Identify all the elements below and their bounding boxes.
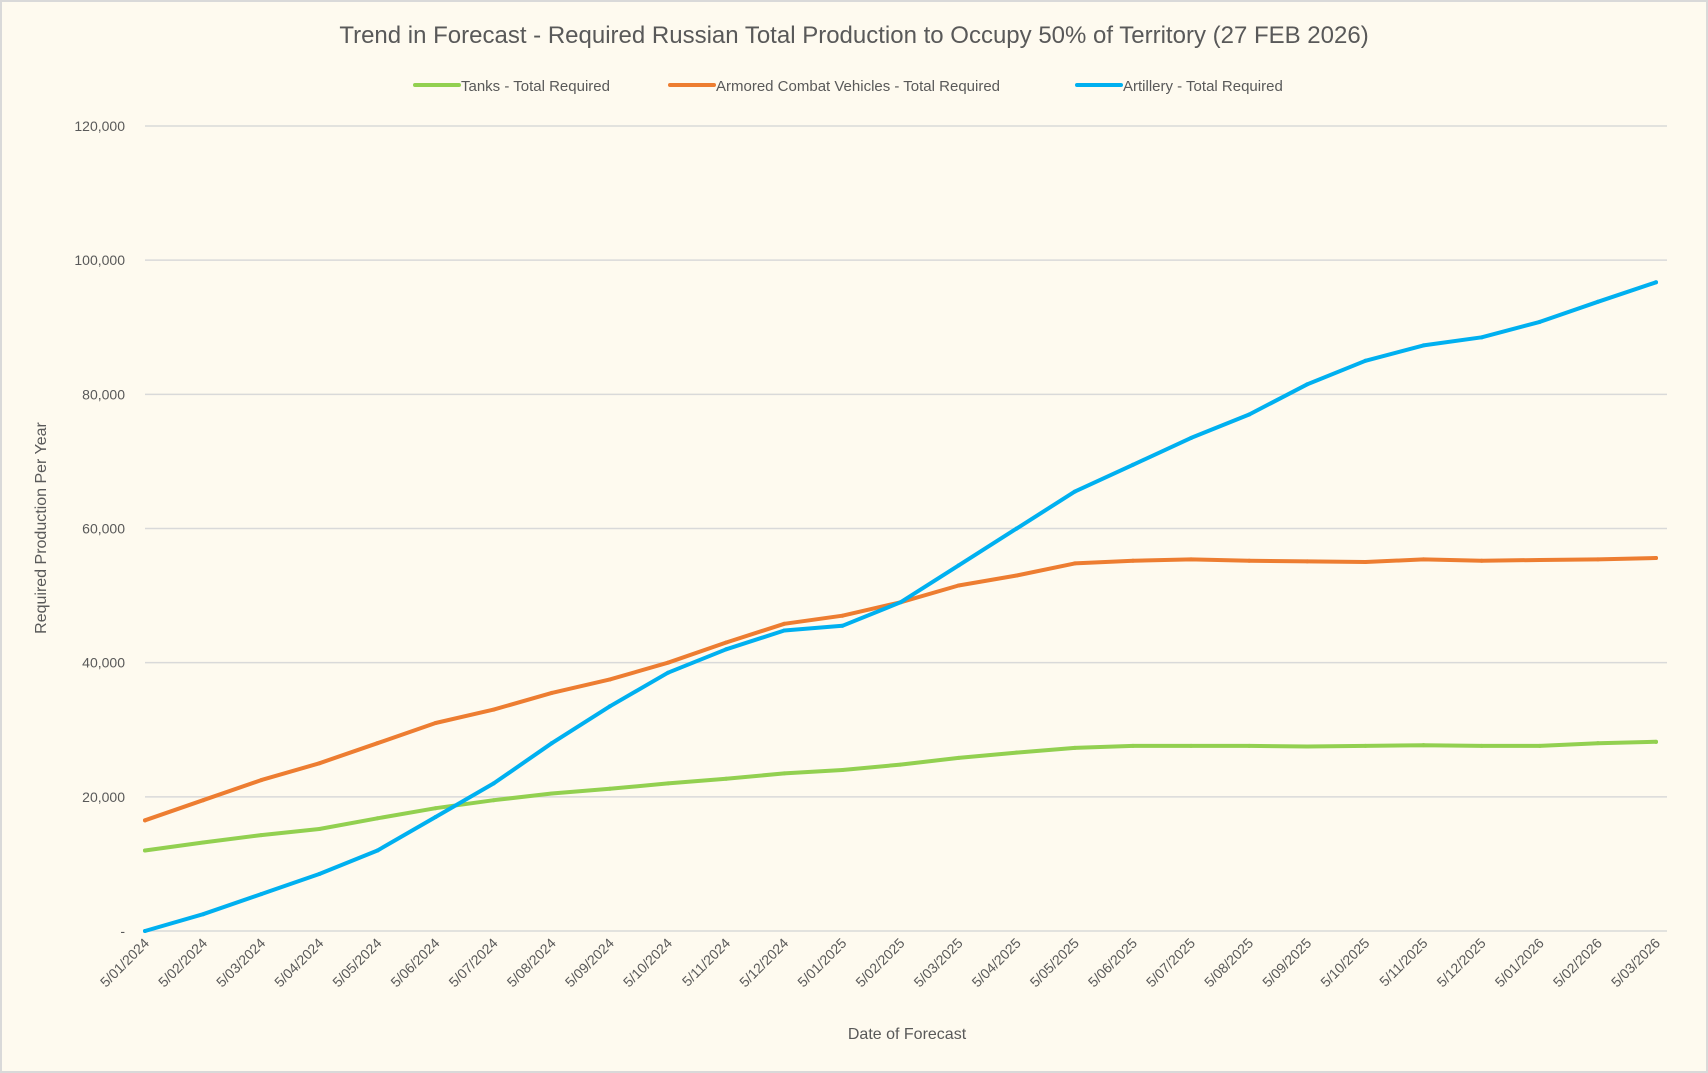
data-point [433,814,438,819]
data-point [1421,743,1426,748]
data-point [549,690,554,695]
data-point [317,827,322,832]
data-point [143,818,147,823]
data-point [1189,557,1194,562]
data-point [143,848,147,853]
series-lines [143,280,1658,933]
data-point [956,563,961,568]
data-point [724,776,729,781]
data-point [433,721,438,726]
gridlines [145,125,1667,932]
data-point [607,786,612,791]
data-point [1305,559,1310,564]
chart-title: Trend in Forecast - Required Russian Tot… [339,22,1368,49]
data-point [1595,299,1600,304]
data-point [375,848,380,853]
data-point [1654,556,1658,561]
data-point [782,628,787,633]
data-point [1247,743,1252,748]
data-point [1014,750,1019,755]
data-point [1130,558,1135,563]
data-point [840,768,845,772]
data-point [375,816,380,821]
data-point [259,833,264,838]
data-point [666,670,671,675]
data-point [782,621,787,626]
data-point [201,840,206,845]
y-tick-label: 60,000 [82,521,125,537]
data-point [491,707,496,712]
x-axis-title: Date of Forecast [848,1026,967,1043]
legend-label: Tanks - Total Required [461,78,610,95]
data-point [1247,412,1252,417]
legend-label: Artillery - Total Required [1123,78,1283,95]
y-tick-label: 100,000 [74,252,125,268]
data-point [724,647,729,652]
data-point [1537,743,1542,748]
data-point [1014,526,1019,531]
data-point [666,781,671,786]
data-point [1305,382,1310,387]
data-point [549,791,554,796]
y-tick-label: 40,000 [82,655,125,671]
data-point [898,600,903,605]
data-point [549,741,554,746]
data-point [1654,280,1658,285]
data-point [317,871,322,876]
data-point [1421,557,1426,562]
data-point [1305,744,1310,749]
data-point [898,762,903,767]
data-point [1247,558,1252,563]
data-point [1537,319,1542,324]
y-axis-ticks: - 20,000 40,000 60,000 80,000 100,000 120,000 [74,118,125,939]
data-point [1479,335,1484,340]
data-point [1421,343,1426,348]
data-point [201,912,206,917]
data-point [259,892,264,897]
data-point [1072,489,1077,494]
legend-label: Armored Combat Vehicles - Total Required [716,78,1000,95]
data-point [201,798,206,803]
data-point [1072,561,1077,566]
y-axis-title: Required Production Per Year [33,421,50,633]
legend: Tanks - Total Required Armored Combat Veh… [413,78,1283,95]
data-point [1479,743,1484,748]
data-point [956,583,961,588]
data-point [1189,435,1194,440]
data-point [1014,573,1019,578]
data-point [491,781,496,786]
y-tick-label: 20,000 [82,789,125,805]
data-point [143,929,147,933]
data-point [724,640,729,645]
data-point [1537,558,1542,563]
data-point [1072,745,1077,750]
data-point [259,778,264,783]
data-point [375,741,380,746]
data-point [433,806,438,811]
data-point [1363,743,1368,748]
data-point [840,613,845,618]
data-point [1363,358,1368,363]
data-point [1363,560,1368,565]
y-tick-label: 120,000 [74,118,125,134]
data-point [1595,557,1600,562]
data-point [607,677,612,682]
data-point [491,798,496,803]
data-point [956,755,961,760]
data-point [782,771,787,776]
data-point [317,761,322,766]
data-point [1130,743,1135,748]
y-tick-label: 80,000 [82,386,125,402]
data-point [1189,743,1194,748]
data-point [666,660,671,665]
data-point [607,704,612,709]
data-point [1479,558,1484,563]
data-point [1595,741,1600,746]
data-point [1654,739,1658,744]
data-point [1130,462,1135,467]
y-tick-label: - [120,923,125,939]
data-point [840,623,845,628]
